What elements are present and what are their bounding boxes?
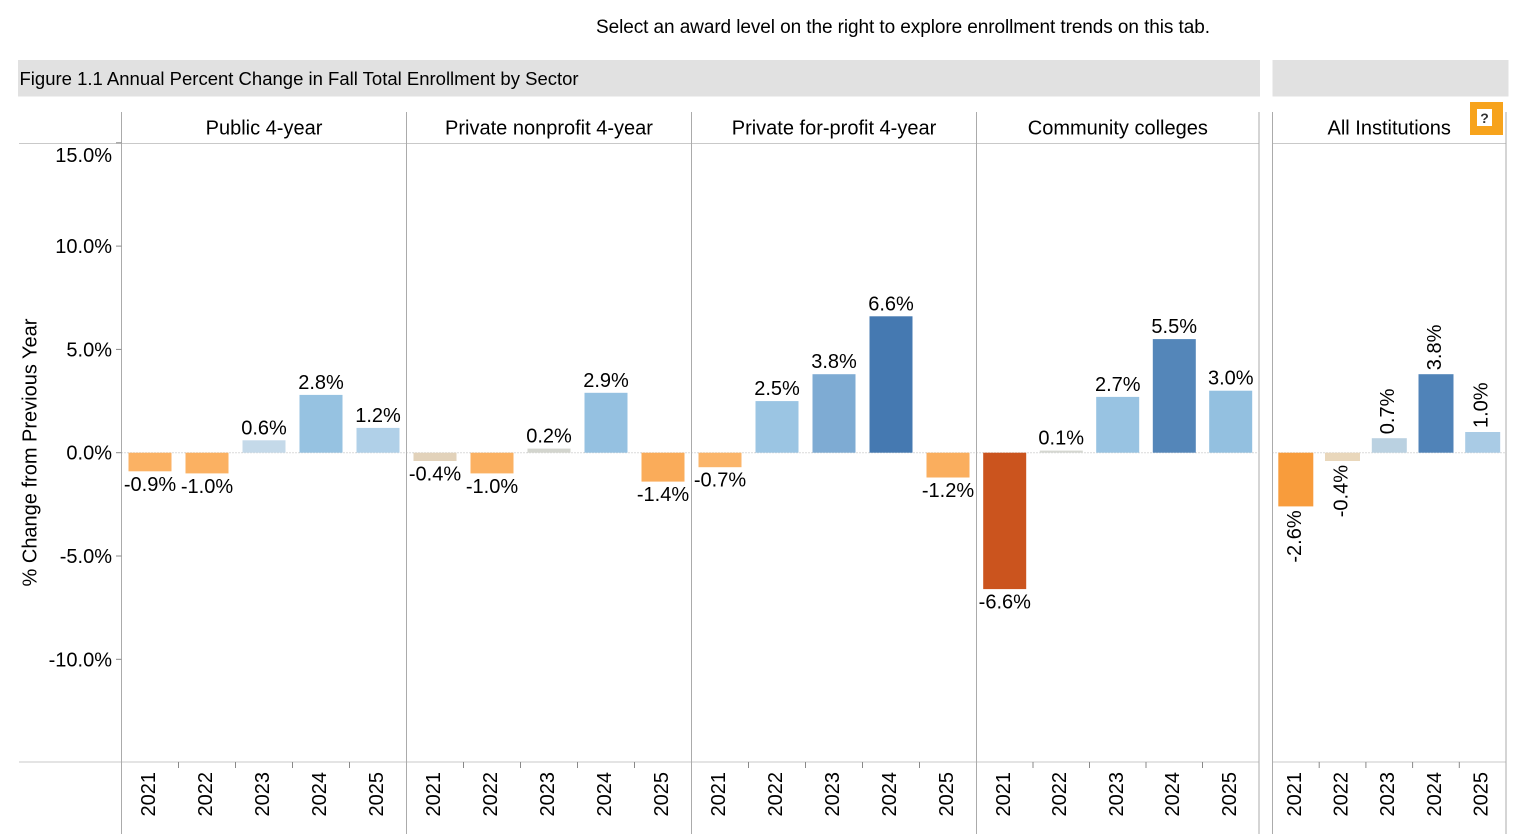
svg-text:-1.0%: -1.0%: [466, 476, 518, 498]
svg-text:2021: 2021: [423, 772, 445, 817]
svg-text:2021: 2021: [138, 772, 160, 817]
svg-text:5.5%: 5.5%: [1151, 316, 1197, 338]
svg-text:-10.0%: -10.0%: [49, 649, 113, 671]
svg-text:2.8%: 2.8%: [298, 372, 344, 394]
svg-text:-5.0%: -5.0%: [60, 546, 112, 568]
svg-text:2024: 2024: [309, 772, 331, 817]
svg-text:2025: 2025: [366, 772, 388, 817]
svg-text:2024: 2024: [1162, 772, 1184, 817]
svg-text:Select an award level on the r: Select an award level on the right to ex…: [596, 17, 1210, 38]
svg-text:-2.6%: -2.6%: [1284, 510, 1306, 562]
svg-text:5.0%: 5.0%: [66, 339, 112, 361]
svg-text:2023: 2023: [1106, 772, 1128, 817]
svg-text:-0.4%: -0.4%: [409, 464, 461, 486]
svg-text:2.5%: 2.5%: [754, 378, 800, 400]
svg-text:?: ?: [1480, 110, 1489, 126]
svg-text:2022: 2022: [1049, 772, 1071, 817]
svg-text:3.0%: 3.0%: [1208, 368, 1254, 390]
svg-text:3.8%: 3.8%: [811, 351, 857, 373]
svg-text:All Institutions: All Institutions: [1328, 118, 1451, 140]
svg-text:2022: 2022: [1331, 772, 1353, 817]
svg-text:2021: 2021: [1284, 772, 1306, 817]
svg-text:2.7%: 2.7%: [1095, 374, 1141, 396]
svg-text:Figure 1.1 Annual Percent Chan: Figure 1.1 Annual Percent Change in Fall…: [20, 68, 579, 89]
svg-text:2023: 2023: [1377, 772, 1399, 817]
svg-text:2022: 2022: [765, 772, 787, 817]
svg-text:2023: 2023: [537, 772, 559, 817]
svg-text:2024: 2024: [879, 772, 901, 817]
svg-text:2022: 2022: [195, 772, 217, 817]
svg-text:0.0%: 0.0%: [66, 443, 112, 465]
svg-text:-0.9%: -0.9%: [124, 474, 176, 496]
svg-text:2024: 2024: [594, 772, 616, 817]
svg-text:15.0%: 15.0%: [55, 145, 112, 167]
svg-text:Private nonprofit 4-year: Private nonprofit 4-year: [445, 118, 653, 140]
svg-text:-1.4%: -1.4%: [637, 484, 689, 506]
svg-text:2023: 2023: [822, 772, 844, 817]
svg-text:1.0%: 1.0%: [1471, 382, 1493, 428]
svg-text:2024: 2024: [1424, 772, 1446, 817]
svg-text:0.1%: 0.1%: [1038, 428, 1084, 450]
svg-text:2.9%: 2.9%: [583, 370, 629, 392]
svg-text:2022: 2022: [480, 772, 502, 817]
svg-text:% Change from Previous Year: % Change from Previous Year: [20, 318, 42, 586]
svg-text:2025: 2025: [936, 772, 958, 817]
svg-text:Community colleges: Community colleges: [1028, 118, 1208, 140]
svg-text:0.6%: 0.6%: [241, 417, 287, 439]
svg-text:10.0%: 10.0%: [55, 236, 112, 258]
svg-text:6.6%: 6.6%: [868, 293, 914, 315]
svg-text:-1.0%: -1.0%: [181, 476, 233, 498]
svg-text:2025: 2025: [651, 772, 673, 817]
svg-text:2025: 2025: [1219, 772, 1241, 817]
svg-text:-0.7%: -0.7%: [694, 470, 746, 492]
svg-text:-1.2%: -1.2%: [922, 480, 974, 502]
svg-text:0.2%: 0.2%: [526, 426, 572, 448]
svg-text:-6.6%: -6.6%: [979, 592, 1031, 614]
svg-text:-0.4%: -0.4%: [1331, 465, 1353, 517]
svg-text:0.7%: 0.7%: [1377, 388, 1399, 434]
svg-text:2021: 2021: [708, 772, 730, 817]
svg-text:Private for-profit 4-year: Private for-profit 4-year: [732, 118, 937, 140]
svg-text:Public 4-year: Public 4-year: [206, 118, 323, 140]
svg-text:2025: 2025: [1471, 772, 1493, 817]
svg-text:2021: 2021: [993, 772, 1015, 817]
svg-text:2023: 2023: [252, 772, 274, 817]
svg-text:1.2%: 1.2%: [355, 405, 401, 427]
svg-text:3.8%: 3.8%: [1424, 324, 1446, 370]
